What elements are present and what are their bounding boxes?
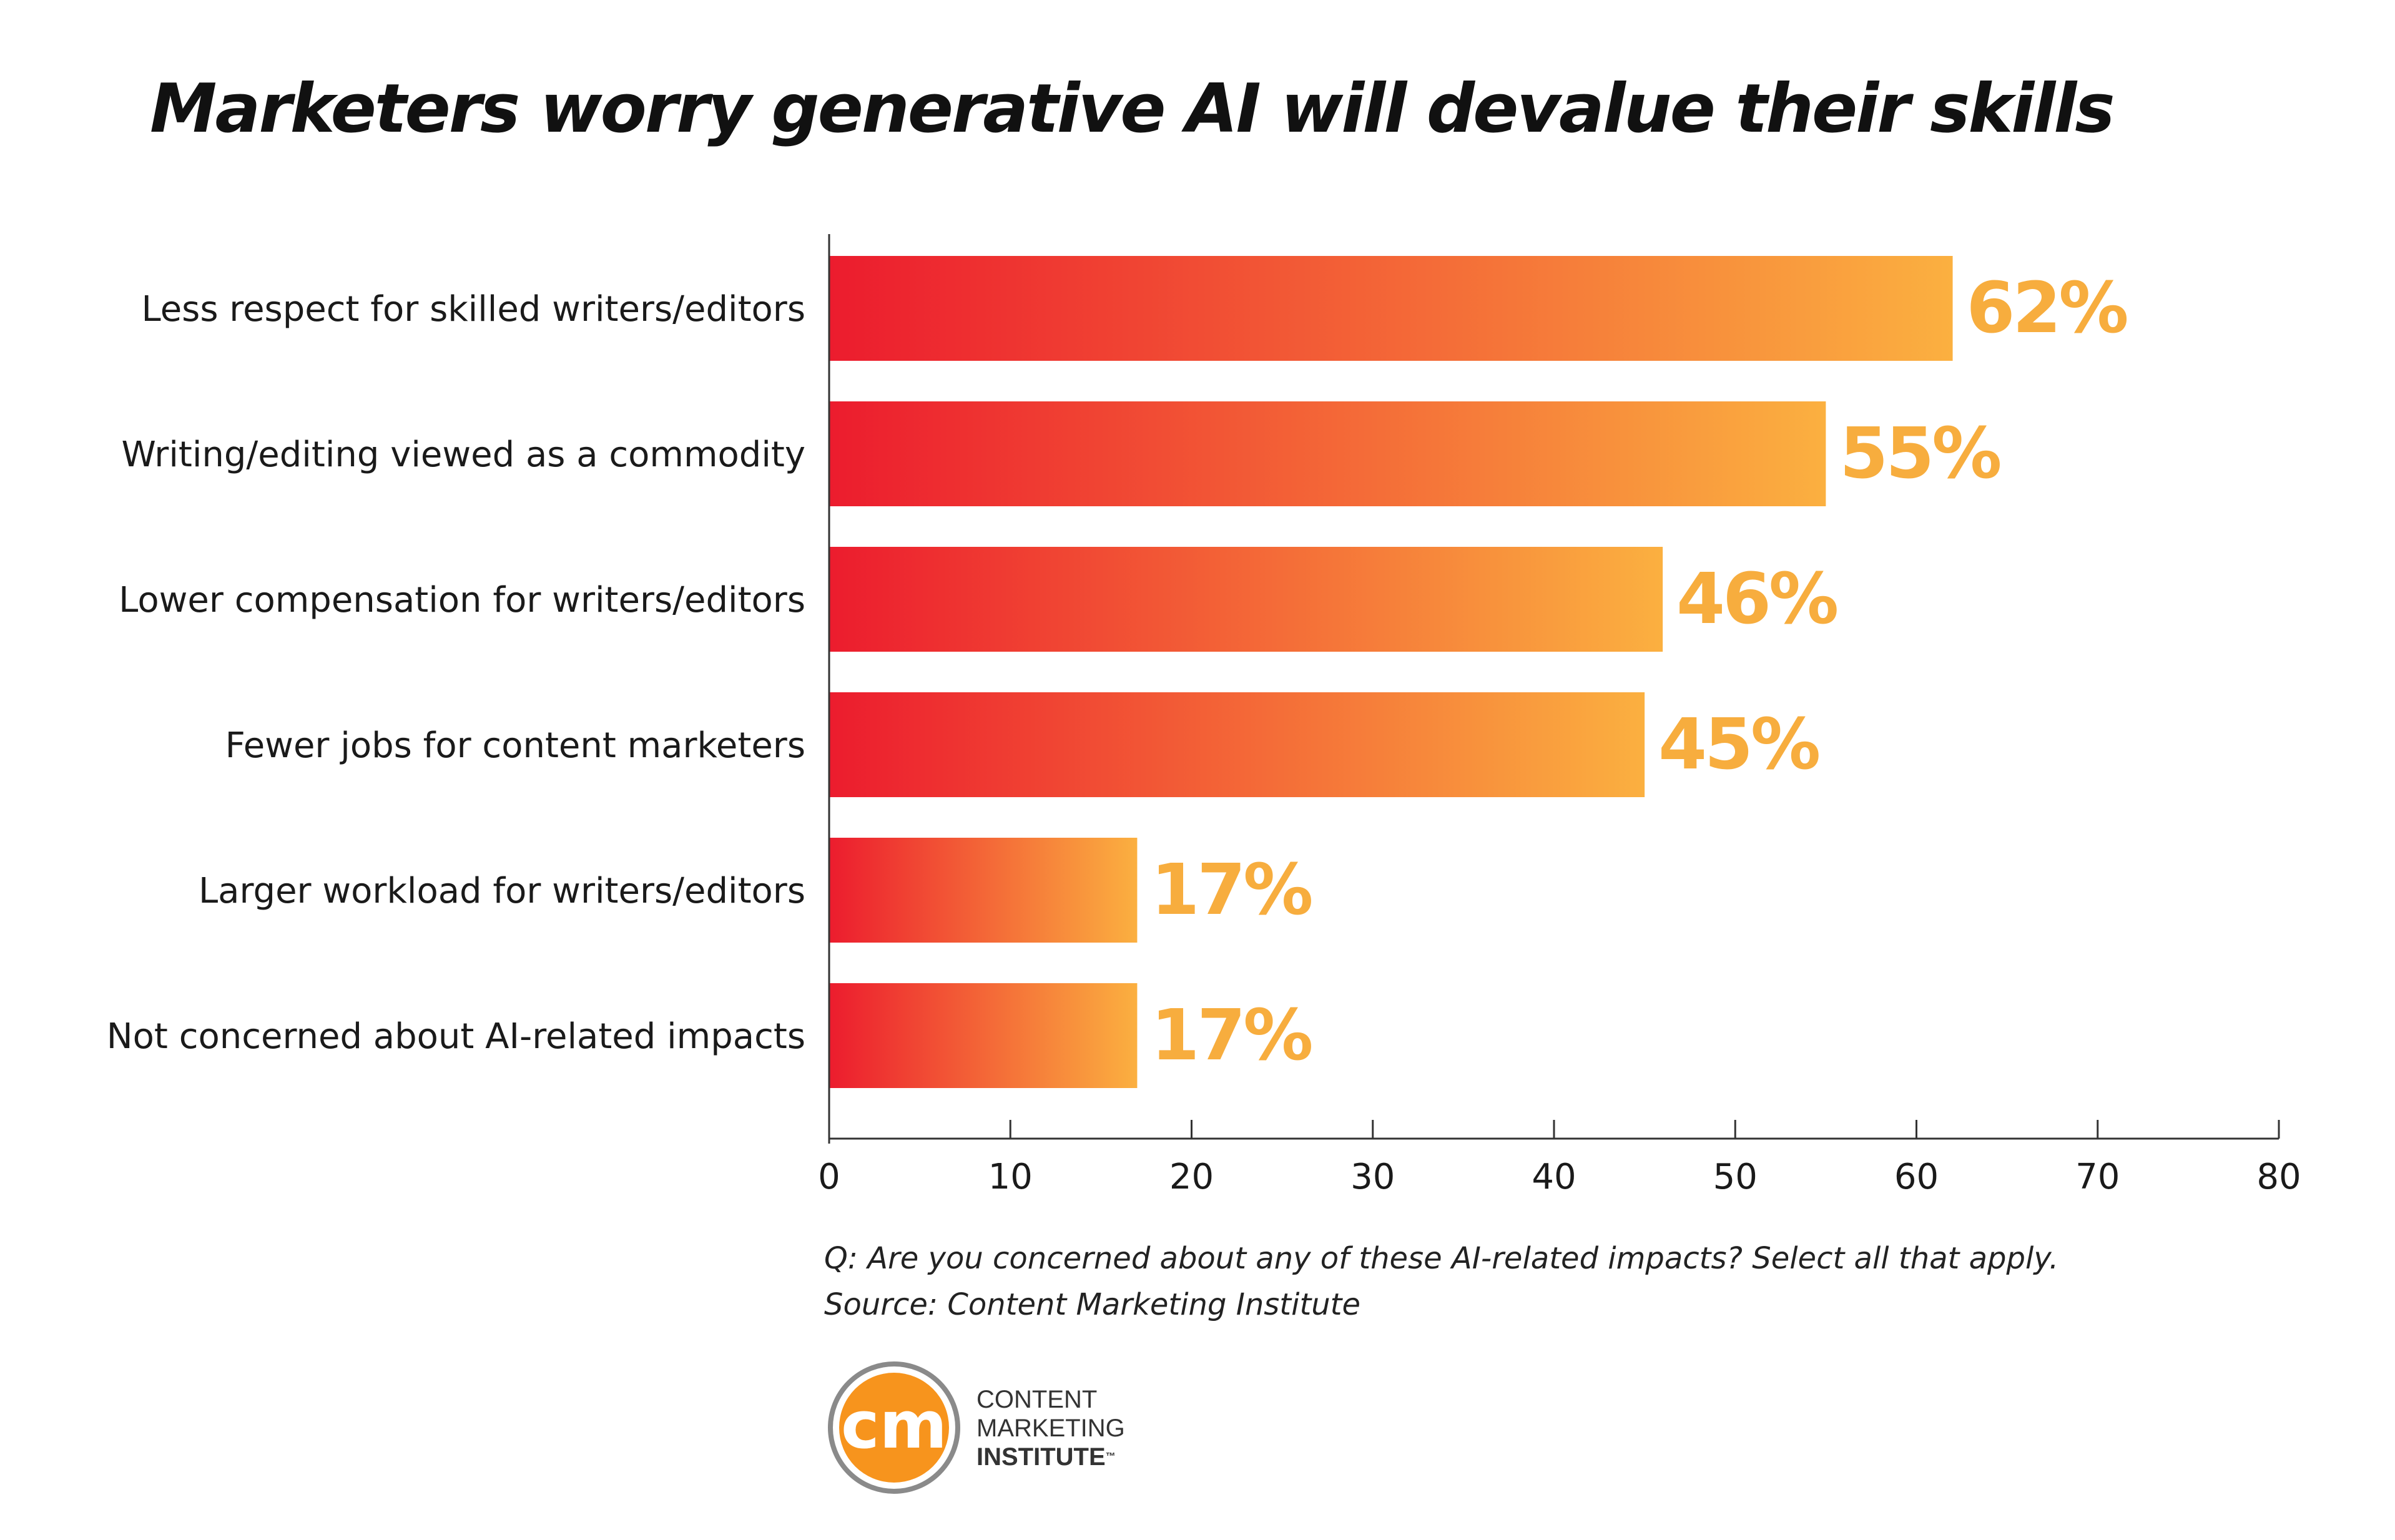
cmi-logo: cm CONTENT MARKETING INSTITUTE™ (824, 1358, 1149, 1508)
data-label: 45% (1658, 704, 1819, 785)
x-tick-label: 80 (2256, 1157, 2301, 1197)
logo-line-3: INSTITUTE™ (976, 1443, 1164, 1471)
category-label: Less respect for skilled writers/editors (141, 289, 805, 330)
bar (829, 547, 1663, 652)
data-label: 62% (1967, 268, 2127, 349)
logo-wordmark: CONTENT MARKETING INSTITUTE™ (976, 1385, 1164, 1471)
logo-line-1: CONTENT (976, 1386, 1098, 1413)
category-label: Fewer jobs for content marketers (225, 725, 805, 766)
x-tick-label: 0 (818, 1157, 840, 1197)
x-tick-label: 10 (988, 1157, 1033, 1197)
bar (829, 692, 1645, 797)
cm-monogram-icon: cm (828, 1361, 960, 1494)
category-label: Writing/editing viewed as a commodity (121, 434, 805, 475)
x-tick-label: 70 (2075, 1157, 2120, 1197)
category-label: Larger workload for writers/editors (199, 871, 805, 911)
x-tick-label: 50 (1713, 1157, 1758, 1197)
bar (829, 983, 1138, 1088)
data-label: 55% (1839, 413, 2000, 494)
category-label: Lower compensation for writers/editors (119, 580, 805, 620)
data-label: 46% (1676, 559, 1837, 640)
logo-line-2: MARKETING (976, 1415, 1125, 1442)
category-label: Not concerned about AI-related impacts (107, 1016, 805, 1057)
bar (829, 256, 1953, 361)
x-tick-label: 30 (1350, 1157, 1395, 1197)
data-label: 17% (1151, 995, 1311, 1076)
footnote-source: Source: Content Marketing Institute (824, 1287, 1361, 1322)
bar (829, 401, 1826, 506)
chart-title: Marketers worry generative AI will deval… (150, 70, 2115, 148)
x-tick-label: 20 (1169, 1157, 1214, 1197)
logo-line-3-text: INSTITUTE (976, 1443, 1106, 1471)
x-tick-label: 40 (1532, 1157, 1576, 1197)
x-tick-label: 60 (1894, 1157, 1939, 1197)
logo-monogram: cm (841, 1387, 947, 1463)
bar (829, 838, 1138, 943)
logo-trademark: ™ (1105, 1451, 1116, 1462)
footnote-question: Q: Are you concerned about any of these … (824, 1241, 2059, 1276)
data-label: 17% (1151, 850, 1311, 931)
